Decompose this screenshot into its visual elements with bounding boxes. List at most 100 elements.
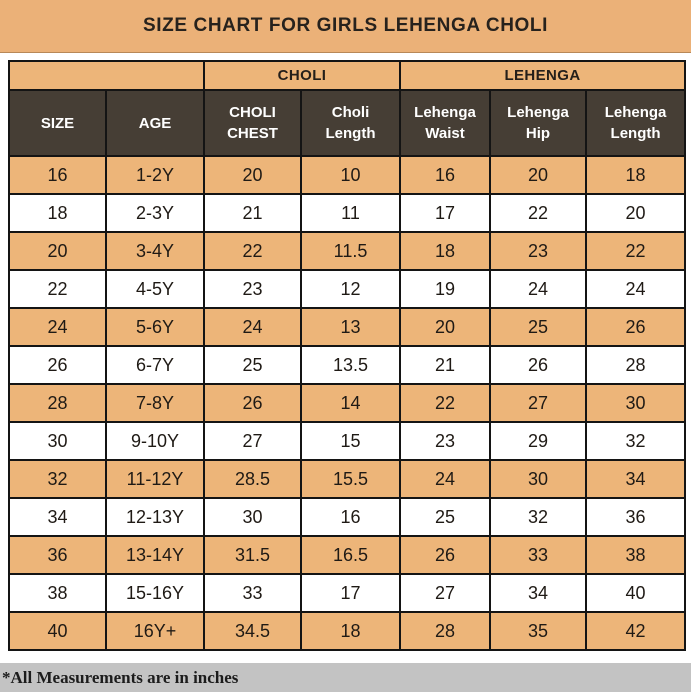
table-cell: 40 <box>585 573 687 613</box>
page-title: SIZE CHART FOR GIRLS LEHENGA CHOLI <box>143 15 548 36</box>
table-cell: 14 <box>299 383 402 423</box>
table-cell: 25 <box>203 345 302 385</box>
table-cell: 33 <box>203 573 302 613</box>
table-cell: 34.5 <box>203 611 302 651</box>
column-header-lehenga-length: Lehenga Length <box>585 89 687 157</box>
table-cell: 15 <box>299 421 402 461</box>
table-cell: 31.5 <box>203 535 302 575</box>
table-cell: 30 <box>585 383 687 423</box>
table-row: 16 1-2Y 20 10 16 20 18 <box>8 155 687 195</box>
table-row: 30 9-10Y 27 15 23 29 32 <box>8 421 687 461</box>
column-header-size: SIZE <box>8 89 107 157</box>
table-cell: 20 <box>8 231 107 271</box>
table-cell: 22 <box>585 231 687 271</box>
table-cell: 26 <box>399 535 492 575</box>
table-cell: 27 <box>203 421 302 461</box>
table-row: 24 5-6Y 24 13 20 25 26 <box>8 307 687 347</box>
table-cell: 11.5 <box>299 231 402 271</box>
table-row: 38 15-16Y 33 17 27 34 40 <box>8 573 687 613</box>
table-cell: 28 <box>585 345 687 385</box>
table-cell: 12-13Y <box>105 497 205 537</box>
table-cell: 28.5 <box>203 459 302 499</box>
footnote-text: *All Measurements are in inches <box>2 667 239 687</box>
table-cell: 23 <box>399 421 492 461</box>
table-cell: 15-16Y <box>105 573 205 613</box>
table-cell: 30 <box>8 421 107 461</box>
table-cell: 18 <box>585 155 687 195</box>
table-row: 26 6-7Y 25 13.5 21 26 28 <box>8 345 687 385</box>
table-cell: 21 <box>203 193 302 233</box>
table-cell: 22 <box>8 269 107 309</box>
table-row: 18 2-3Y 21 11 17 22 20 <box>8 193 687 233</box>
column-header-lehenga-waist: Lehenga Waist <box>399 89 492 157</box>
table-cell: 21 <box>399 345 492 385</box>
table-cell: 32 <box>8 459 107 499</box>
column-header-age: AGE <box>105 89 205 157</box>
table-cell: 20 <box>489 155 588 195</box>
size-chart-table: CHOLI LEHENGA SIZE AGE CHOLI CHEST Choli… <box>8 60 687 651</box>
table-cell: 1-2Y <box>105 155 205 195</box>
table-cell: 32 <box>489 497 588 537</box>
table-row: 20 3-4Y 22 11.5 18 23 22 <box>8 231 687 271</box>
table-cell: 17 <box>399 193 492 233</box>
table-cell: 24 <box>489 269 588 309</box>
table-cell: 20 <box>585 193 687 233</box>
table-cell: 24 <box>203 307 302 347</box>
table-cell: 20 <box>203 155 302 195</box>
table-cell: 18 <box>8 193 107 233</box>
table-cell: 36 <box>585 497 687 537</box>
table-cell: 16 <box>399 155 492 195</box>
table-cell: 30 <box>489 459 588 499</box>
table-cell: 20 <box>399 307 492 347</box>
table-cell: 30 <box>203 497 302 537</box>
table-cell: 13 <box>299 307 402 347</box>
table-cell: 22 <box>399 383 492 423</box>
table-cell: 10 <box>299 155 402 195</box>
table-cell: 7-8Y <box>105 383 205 423</box>
column-header-row: SIZE AGE CHOLI CHEST Choli Length Leheng… <box>8 89 687 157</box>
table-cell: 5-6Y <box>105 307 205 347</box>
table-cell: 42 <box>585 611 687 651</box>
group-header-choli: CHOLI <box>202 60 402 91</box>
table-cell: 40 <box>8 611 107 651</box>
table-cell: 4-5Y <box>105 269 205 309</box>
table-cell: 24 <box>585 269 687 309</box>
table-cell: 25 <box>399 497 492 537</box>
table-cell: 38 <box>585 535 687 575</box>
table-cell: 32 <box>585 421 687 461</box>
table-row: 40 16Y+ 34.5 18 28 35 42 <box>8 611 687 651</box>
group-header-row: CHOLI LEHENGA <box>8 60 687 91</box>
table-cell: 26 <box>585 307 687 347</box>
table-row: 22 4-5Y 23 12 19 24 24 <box>8 269 687 309</box>
table-cell: 16 <box>299 497 402 537</box>
table-cell: 28 <box>399 611 492 651</box>
column-header-choli-length: Choli Length <box>299 89 402 157</box>
table-cell: 22 <box>203 231 302 271</box>
table-cell: 13.5 <box>299 345 402 385</box>
table-cell: 36 <box>8 535 107 575</box>
table-cell: 18 <box>399 231 492 271</box>
column-header-lehenga-hip: Lehenga Hip <box>489 89 588 157</box>
table-cell: 34 <box>489 573 588 613</box>
table-cell: 26 <box>489 345 588 385</box>
table-cell: 35 <box>489 611 588 651</box>
table-cell: 16 <box>8 155 107 195</box>
table-cell: 12 <box>299 269 402 309</box>
table-cell: 26 <box>8 345 107 385</box>
footnote-bar: *All Measurements are in inches <box>0 663 691 692</box>
table-cell: 25 <box>489 307 588 347</box>
table-cell: 23 <box>203 269 302 309</box>
table-row: 34 12-13Y 30 16 25 32 36 <box>8 497 687 537</box>
table-cell: 27 <box>489 383 588 423</box>
table-cell: 24 <box>8 307 107 347</box>
table-cell: 13-14Y <box>105 535 205 575</box>
group-header-lehenga: LEHENGA <box>399 60 687 91</box>
table-cell: 17 <box>299 573 402 613</box>
title-banner: SIZE CHART FOR GIRLS LEHENGA CHOLI <box>0 0 691 53</box>
table-cell: 3-4Y <box>105 231 205 271</box>
table-cell: 34 <box>585 459 687 499</box>
table-row: 32 11-12Y 28.5 15.5 24 30 34 <box>8 459 687 499</box>
table-cell: 15.5 <box>299 459 402 499</box>
table-cell: 16.5 <box>299 535 402 575</box>
table-cell: 2-3Y <box>105 193 205 233</box>
